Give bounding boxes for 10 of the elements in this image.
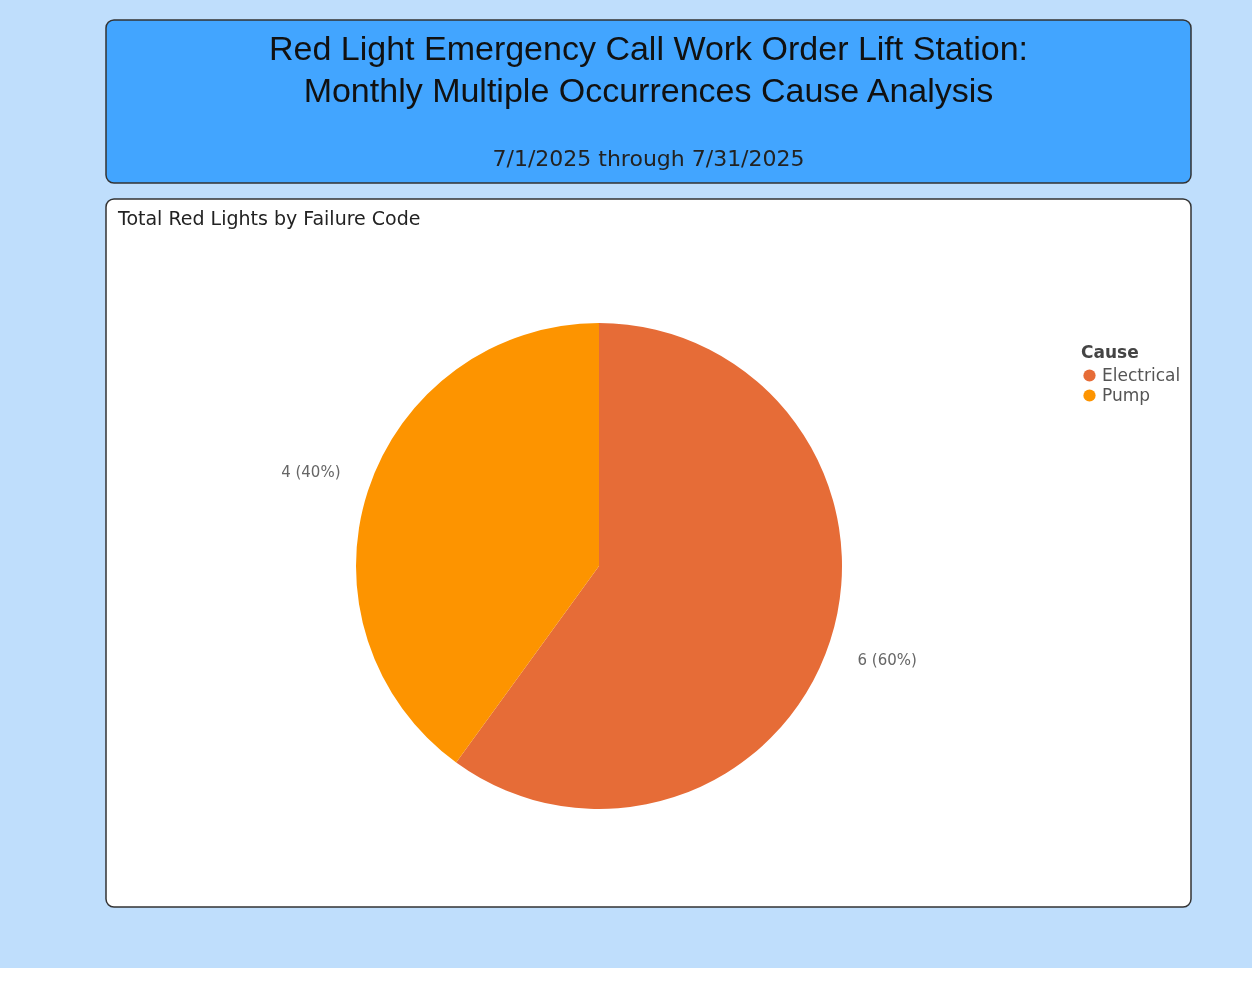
- chart-subtitle: 7/1/2025 through 7/31/2025: [492, 146, 805, 171]
- pie-slice: [356, 323, 599, 763]
- text: Total Red Lights by Failure Code: [117, 207, 421, 229]
- data-label: 4 (40%): [281, 463, 341, 482]
- legend-label: Electrical: [1102, 364, 1181, 385]
- legend-label: Pump: [1102, 384, 1151, 405]
- data-label: 6 (60%): [857, 650, 917, 669]
- chart-title: Red Light Emergency Call Work Order Lift Station: Monthly Multiple Occurrences Cause Analysis: [268, 29, 1029, 109]
- pie-slice: [456, 323, 842, 809]
- legend-title: Cause: [1081, 342, 1139, 362]
